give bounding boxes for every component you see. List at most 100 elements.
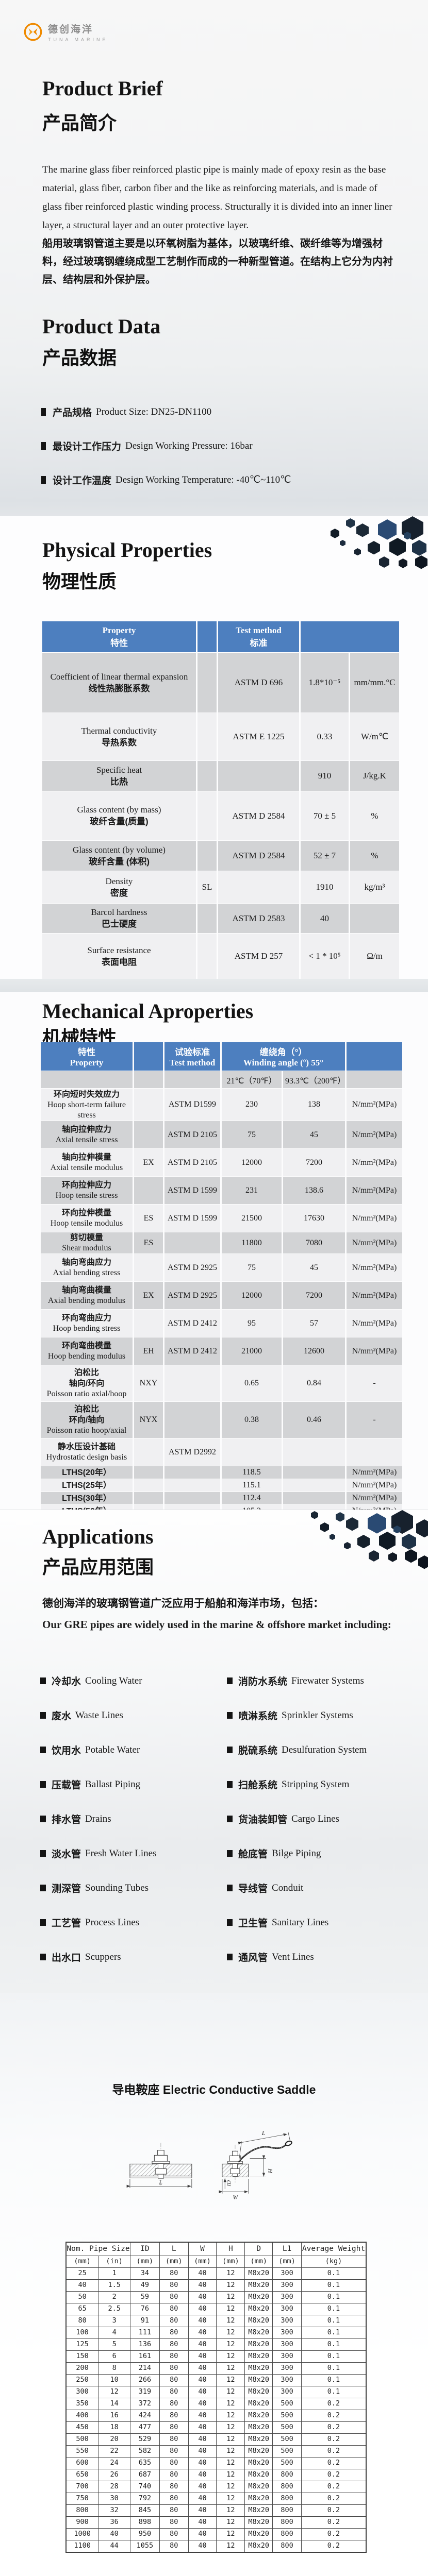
test-method-cell: ASTM D 2583 — [218, 904, 299, 933]
product-data-item: 产品规格 Product Size: DN25-DN1100 — [41, 405, 291, 419]
square-bullet-icon — [41, 476, 46, 484]
dimension-cell: 800 — [272, 2481, 302, 2493]
section-divider — [0, 979, 428, 992]
application-item: 压载管 Ballast Piping — [40, 1777, 227, 1791]
bullet-label-en: Design Working Temperature: -40℃~110℃ — [116, 474, 291, 485]
test-method-cell: ASTM D 2412 — [164, 1310, 220, 1337]
dimension-cell: 80 — [159, 2338, 189, 2351]
application-label-en: Conduit — [272, 1882, 304, 1893]
saddle-title-en: Electric Conductive Saddle — [162, 2083, 316, 2096]
property-name-en: Hydrostatic design basis — [46, 1453, 127, 1462]
dimension-cell: M8x20 — [244, 2327, 273, 2339]
dimension-cell: 80 — [159, 2410, 189, 2422]
code-cell — [134, 1089, 163, 1121]
bullet-label-cn: 产品规格 — [53, 408, 92, 418]
dimension-cell: 40 — [188, 2350, 217, 2363]
dimension-cell: 300 — [272, 2303, 302, 2315]
test-method-cell: ASTM D 2105 — [164, 1121, 220, 1148]
dimension-cell: 0.2 — [301, 2528, 367, 2540]
dimension-cell: 0.2 — [301, 2516, 367, 2529]
table-row: 150 6 161 80 40 12 M8x20 300 0.1 — [65, 2350, 367, 2363]
property-name-en: Hoop tensile stress — [55, 1191, 118, 1200]
applications-intro-en: Our GRE pipes are widely used in the mar… — [42, 1618, 391, 1631]
application-label-cn: 导线管 — [238, 1884, 268, 1894]
table-row: 25 1 34 80 40 12 M8x20 300 0.1 — [65, 2267, 367, 2280]
property-name-en: Axial bending stress — [53, 1268, 121, 1277]
hexagon-icon — [336, 1512, 344, 1522]
table-row: Surface resistance 表面电阻 ASTM D 257 < 1 * 10… — [42, 934, 399, 979]
table-row: Coefficient of linear thermal expansion 线… — [42, 653, 399, 713]
mechanical-properties-table: 特性 Property 试验标准 Test method 缠绕角（°） Wind… — [39, 1042, 404, 1510]
code-cell — [197, 904, 217, 933]
code-cell — [197, 934, 217, 979]
value-21c-cell — [222, 1438, 282, 1466]
table-row: LTHS(20年） 118.5 N/mm²(MPa) — [41, 1466, 402, 1479]
dimension-cell: 500 — [272, 2398, 302, 2410]
dimension-cell: 80 — [159, 2362, 189, 2375]
dimension-cell: 12 — [98, 2386, 131, 2398]
dimension-cell: 12 — [216, 2267, 245, 2280]
property-cell: 轴向弯曲应力 Axial bending stress — [41, 1254, 133, 1281]
code-cell — [134, 1492, 163, 1504]
application-label-en: Potable Water — [85, 1744, 140, 1755]
property-cell: LTHS(30年） — [41, 1492, 133, 1504]
property-cell: LTHS(20年） — [41, 1466, 133, 1479]
hexagon-icon — [379, 556, 389, 568]
dimension-cell: M8x20 — [244, 2469, 273, 2481]
dimension-cell: 0.1 — [301, 2291, 367, 2303]
dimension-cell: 0.2 — [301, 2421, 367, 2434]
square-bullet-icon — [227, 1677, 233, 1684]
dimension-cell: 1055 — [130, 2540, 160, 2553]
property-name-cn: 环向拉伸模量 — [61, 1209, 111, 1217]
property-cell: 剪切模量 Shear modulus — [41, 1232, 133, 1253]
value-21c-cell: 95 — [222, 1310, 282, 1337]
table-row: 400 16 424 80 40 12 M8x20 500 0.2 — [65, 2410, 367, 2422]
dimension-cell: M8x20 — [244, 2338, 273, 2351]
value-93c-cell: 7080 — [283, 1232, 345, 1253]
application-label-cn: 饮用水 — [52, 1745, 81, 1756]
dimension-cell: 59 — [130, 2291, 160, 2303]
col-header-w: W — [188, 2242, 217, 2256]
dimension-cell: 40 — [188, 2516, 217, 2529]
saddle-dimension-table: Nom. Pipe Size ID L W H D L1 Average Wei… — [65, 2242, 367, 2553]
table-row: 环向拉伸应力 Hoop tensile stress ASTM D 1599 231 1… — [41, 1177, 402, 1204]
dimension-cell: 12 — [216, 2338, 245, 2351]
property-cell: 轴向弯曲模量 Axial bending modulus — [41, 1282, 133, 1309]
test-method-cell — [164, 1505, 220, 1510]
property-cell: Surface resistance 表面电阻 — [42, 934, 196, 979]
property-name-cn: 轴向弯曲模量 — [61, 1286, 111, 1295]
applications-list: 冷却水 Cooling Water 消防水系统 Firewater Systems 废水… — [40, 1674, 401, 1964]
test-method-cell — [164, 1402, 220, 1438]
dimension-cell: 792 — [130, 2493, 160, 2505]
unit-cell: % — [350, 791, 399, 840]
dimension-cell: 80 — [159, 2504, 189, 2517]
value-93c-cell — [283, 1438, 345, 1466]
application-label-en: Sprinkler Systems — [282, 1709, 353, 1721]
table-row: 750 30 792 80 40 12 M8x20 800 0.2 — [65, 2493, 367, 2505]
table-row: Thermal conductivity 导热系数 ASTM E 1225 0.33 W… — [42, 713, 399, 760]
unit-header-cell: (kg) — [301, 2256, 367, 2268]
dimension-cell: 80 — [159, 2540, 189, 2553]
hexagon-icon — [344, 1542, 351, 1550]
dimension-cell: 266 — [130, 2374, 160, 2386]
table-row: 65 2.5 76 80 40 12 M8x20 300 0.1 — [65, 2303, 367, 2315]
dimension-cell: 40 — [188, 2279, 217, 2292]
code-cell — [134, 1438, 163, 1466]
property-name-en: Thermal conductivity — [81, 725, 157, 736]
application-label-en: Bilge Piping — [272, 1848, 321, 1859]
dimension-cell: 0.2 — [301, 2457, 367, 2469]
application-label-cn: 淡水管 — [52, 1849, 81, 1860]
square-bullet-icon — [227, 1747, 233, 1753]
dimension-cell: 700 — [65, 2481, 99, 2493]
dimension-cell: 80 — [65, 2315, 99, 2327]
hexagon-icon — [357, 1535, 370, 1549]
property-cell: Density 密度 — [42, 871, 196, 903]
dimension-cell: 25 — [65, 2267, 99, 2280]
table-row: 300 12 319 80 40 12 M8x20 300 0.1 — [65, 2386, 367, 2398]
property-name-cn2: 环向/轴向 — [69, 1416, 105, 1425]
hexagon-icon — [416, 1519, 428, 1538]
table-row: 泊松比 环向/轴向 Poisson ratio hoop/axial NYX 0.38 0… — [41, 1402, 402, 1438]
dimension-cell: 136 — [130, 2338, 160, 2351]
property-cell: 静水压设计基础 Hydrostatic design basis — [41, 1438, 133, 1466]
